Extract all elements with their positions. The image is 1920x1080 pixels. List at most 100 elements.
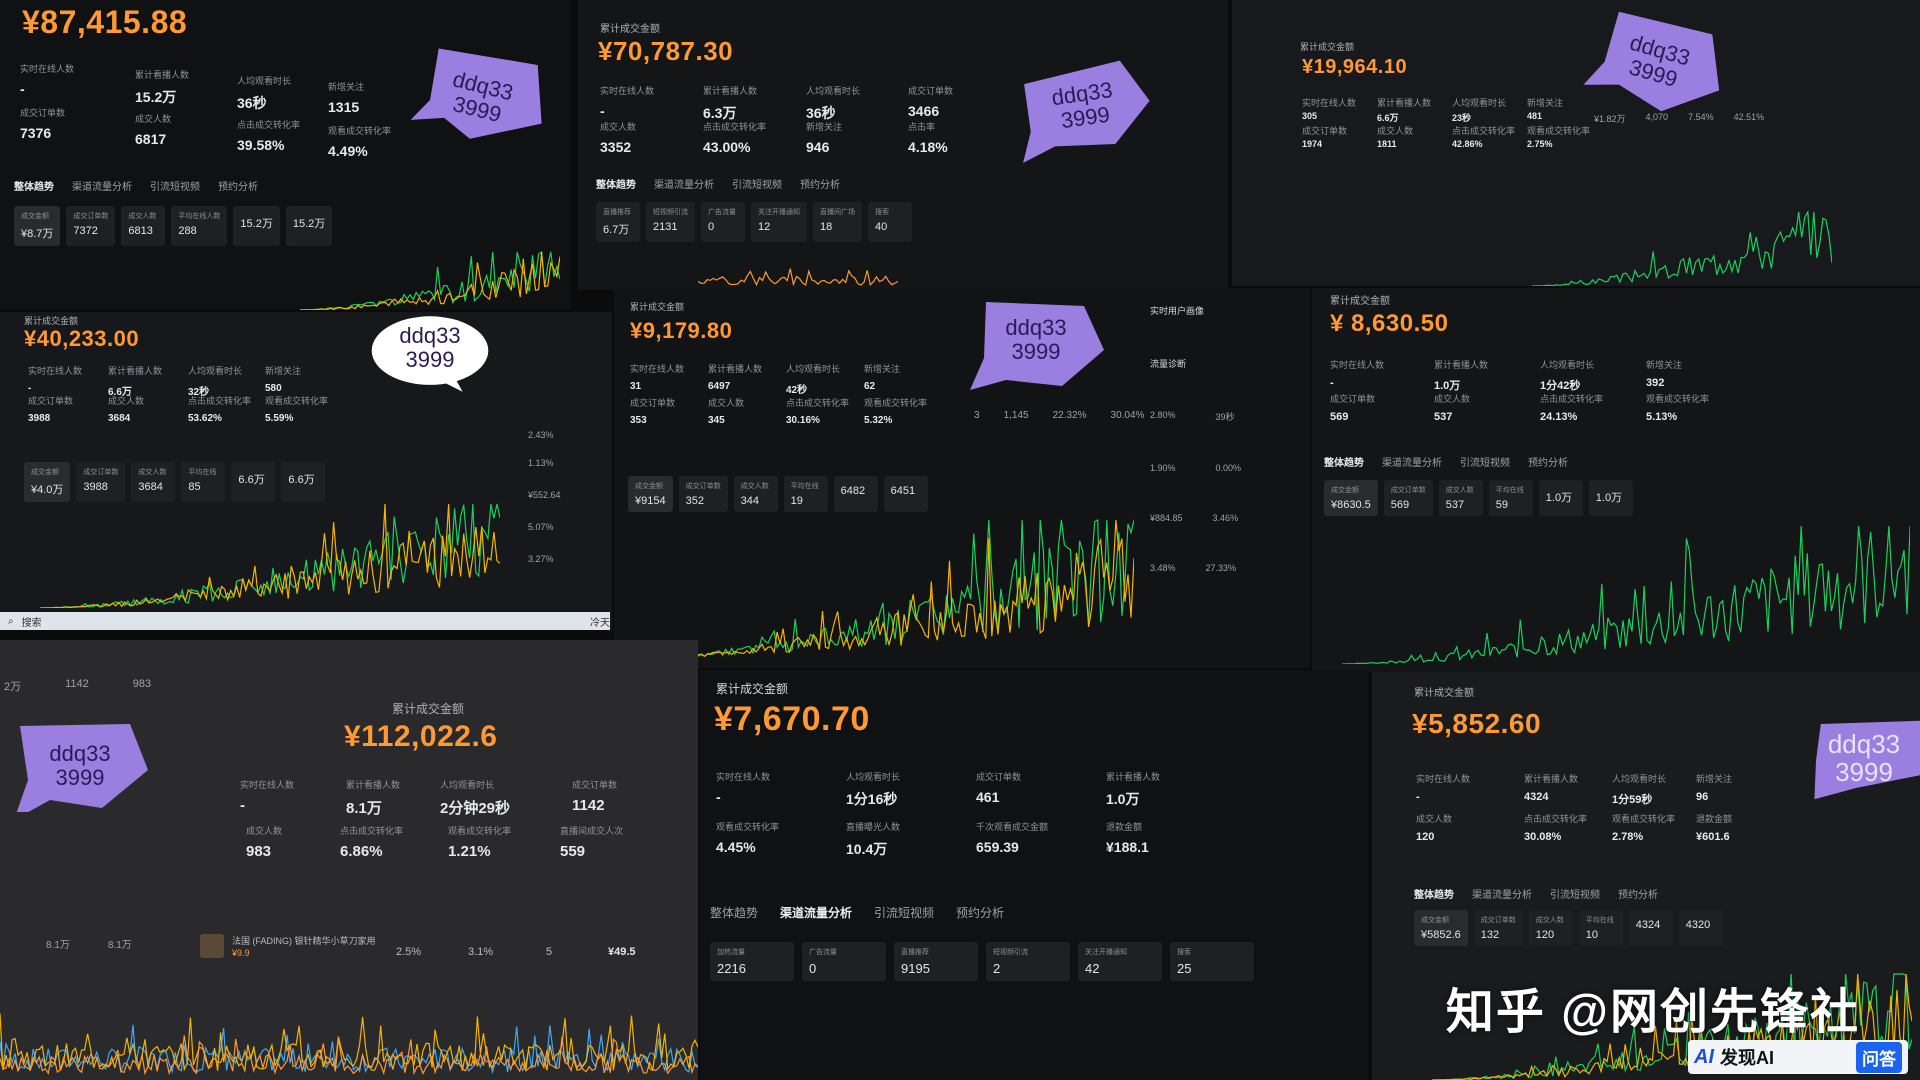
left-values: 8.1万 8.1万 [46, 936, 132, 956]
channel-card[interactable]: 搜索 40 [868, 202, 912, 242]
metric-card[interactable]: 成交金额 ¥8630.5 [1324, 480, 1378, 516]
channel-card[interactable]: 加热流量 2216 [710, 942, 794, 981]
metric-card[interactable]: 成交订单数 352 [678, 476, 728, 512]
metric-value: 96 [1696, 791, 1709, 803]
metric-label: 成交订单数 [572, 780, 618, 790]
metric-value: 305 [1302, 111, 1318, 121]
metric-value: 39.58% [237, 137, 285, 153]
tab-short-video[interactable]: 引流短视频 [1550, 890, 1600, 901]
metric-card[interactable]: 15.2万 [233, 206, 280, 246]
metric-card[interactable]: 成交金额 ¥4.0万 [24, 462, 71, 502]
metric-label: 累计看播人数 [346, 780, 401, 790]
metric-value: 6.3万 [703, 105, 737, 121]
side-value: 2.80% [1150, 410, 1176, 420]
metric-card[interactable]: 成交人数 6813 [121, 206, 166, 246]
channel-card[interactable]: 直播推荐 6.7万 [596, 202, 640, 242]
trend-line [300, 251, 560, 310]
metric-card[interactable]: 成交金额 ¥8.7万 [14, 206, 61, 246]
metric-card[interactable]: 平均在线 85 [181, 462, 226, 502]
channel-card[interactable]: 广告流量 0 [802, 942, 886, 981]
tab-reservation[interactable]: 预约分析 [800, 180, 840, 191]
metric-card[interactable]: 成交订单数 7372 [66, 206, 116, 246]
watermark-badge: ddq33 3999 [966, 298, 1106, 390]
channel-card[interactable]: 关注开播通知 12 [751, 202, 807, 242]
card-label: 直播推荐 [901, 949, 929, 956]
tab-overall-trend[interactable]: 整体趋势 [1414, 890, 1454, 901]
tab-reservation[interactable]: 预约分析 [1528, 458, 1568, 469]
tab-overall-trend[interactable]: 整体趋势 [14, 182, 54, 193]
metric-card[interactable]: 平均在线 59 [1488, 480, 1533, 516]
tab-channel-flow[interactable]: 渠道流量分析 [780, 906, 853, 920]
tab-channel-flow[interactable]: 渠道流量分析 [1472, 890, 1532, 901]
card-value: 569 [1390, 499, 1410, 511]
tab-short-video[interactable]: 引流短视频 [874, 906, 935, 920]
tab-overall-trend[interactable]: 整体趋势 [710, 906, 759, 920]
metric-value: 6497 [708, 381, 731, 392]
metric-card[interactable]: 成交金额 ¥9154 [628, 476, 673, 512]
metric-card[interactable]: 6.6万 [281, 462, 326, 502]
logo-qa-button[interactable]: 问答 [1856, 1041, 1902, 1073]
card-value: ¥8.7万 [21, 228, 54, 240]
channel-card[interactable]: 广告流量 0 [701, 202, 745, 242]
metric-card[interactable]: 成交订单数 3988 [76, 462, 126, 502]
metric-label: 观看成交转化率 [265, 396, 329, 406]
metric-card[interactable]: 6451 [883, 476, 928, 512]
metric-card[interactable]: 6.6万 [231, 462, 276, 502]
metric-card[interactable]: 平均在线 10 [1578, 910, 1623, 946]
tab-channel-flow[interactable]: 渠道流量分析 [1382, 458, 1442, 469]
search-icon[interactable]: ⌕ [8, 615, 14, 627]
tab-overall-trend[interactable]: 整体趋势 [1324, 458, 1364, 469]
metric-card[interactable]: 15.2万 [285, 206, 333, 246]
metric-card[interactable]: 1.0万 [1588, 480, 1633, 516]
tab-reservation[interactable]: 预约分析 [956, 906, 1005, 920]
metric-label: 观看成交转化率 [448, 826, 512, 836]
metric-label: 点击成交转化率 [1452, 126, 1516, 136]
ai-logo-icon: AI [1694, 1045, 1714, 1068]
tab-overall-trend[interactable]: 整体趋势 [596, 180, 636, 191]
channel-card[interactable]: 短视频引流 2131 [646, 202, 695, 242]
metric-card[interactable]: 1.0万 [1538, 480, 1583, 516]
taskbar-search[interactable]: 搜索 [21, 617, 42, 629]
metric-card[interactable]: 6482 [833, 476, 878, 512]
channel-card[interactable]: 搜索 25 [1170, 942, 1254, 981]
tab-channel-flow[interactable]: 渠道流量分析 [654, 180, 714, 191]
metric-value: ¥601.6 [1696, 831, 1730, 843]
metric-card[interactable]: 成交订单数 569 [1383, 480, 1433, 516]
weather-text: 冷天 [590, 617, 610, 629]
metric-card[interactable]: 成交人数 537 [1438, 480, 1483, 516]
tab-reservation[interactable]: 预约分析 [1618, 890, 1658, 901]
channel-card[interactable]: 直播间广场 18 [813, 202, 862, 242]
metric-card[interactable]: 成交订单数 132 [1473, 910, 1523, 946]
side-value: ¥1.82万 [1594, 114, 1626, 124]
user-profile-sidebar: 实时用户画像 流量诊断 2.80% 39秒 1.90% 0.00% ¥884.85 3… [1150, 304, 1300, 578]
metric-card[interactable]: 成交人数 120 [1528, 910, 1573, 946]
metric-card[interactable]: 成交人数 3684 [131, 462, 176, 502]
tab-short-video[interactable]: 引流短视频 [1460, 458, 1510, 469]
metric-card[interactable]: 成交人数 344 [733, 476, 778, 512]
channel-card[interactable]: 关注开播通知 42 [1078, 942, 1162, 981]
card-label: 广告流量 [708, 209, 736, 216]
metric-value: 1974 [1302, 139, 1323, 149]
channel-card[interactable]: 短视频引流 2 [986, 942, 1070, 981]
card-label: 直播间广场 [820, 209, 855, 216]
product-row[interactable]: 法国 (FADING) 银针精华小草刀家用 ¥9.9 2.5% 3.1% 5 ¥… [200, 930, 660, 984]
metric-value: 1142 [572, 797, 605, 814]
trend-chart [1532, 210, 1832, 286]
channel-card[interactable]: 直播推荐 9195 [894, 942, 978, 981]
metric-card[interactable]: 平均在线人数 288 [171, 206, 228, 246]
metric-card[interactable]: 平均在线 19 [783, 476, 828, 512]
tab-short-video[interactable]: 引流短视频 [150, 182, 200, 193]
tab-reservation[interactable]: 预约分析 [218, 182, 258, 193]
tab-short-video[interactable]: 引流短视频 [732, 180, 782, 191]
metric-value: 36秒 [806, 105, 836, 121]
tab-channel-flow[interactable]: 渠道流量分析 [72, 182, 132, 193]
metric-label: 千次观看成交金额 [976, 822, 1049, 832]
side-value: 7.54% [1688, 112, 1714, 122]
metric-label: 实时在线人数 [716, 772, 771, 782]
metric-label: 观看成交转化率 [1527, 126, 1591, 136]
metric-card[interactable]: 4324 [1628, 910, 1673, 946]
metric-value: 6817 [135, 131, 167, 147]
metric-card[interactable]: 成交金额 ¥5852.6 [1414, 910, 1468, 946]
metric-card[interactable]: 4320 [1678, 910, 1723, 946]
metric-label: 成交人数 [246, 826, 283, 836]
